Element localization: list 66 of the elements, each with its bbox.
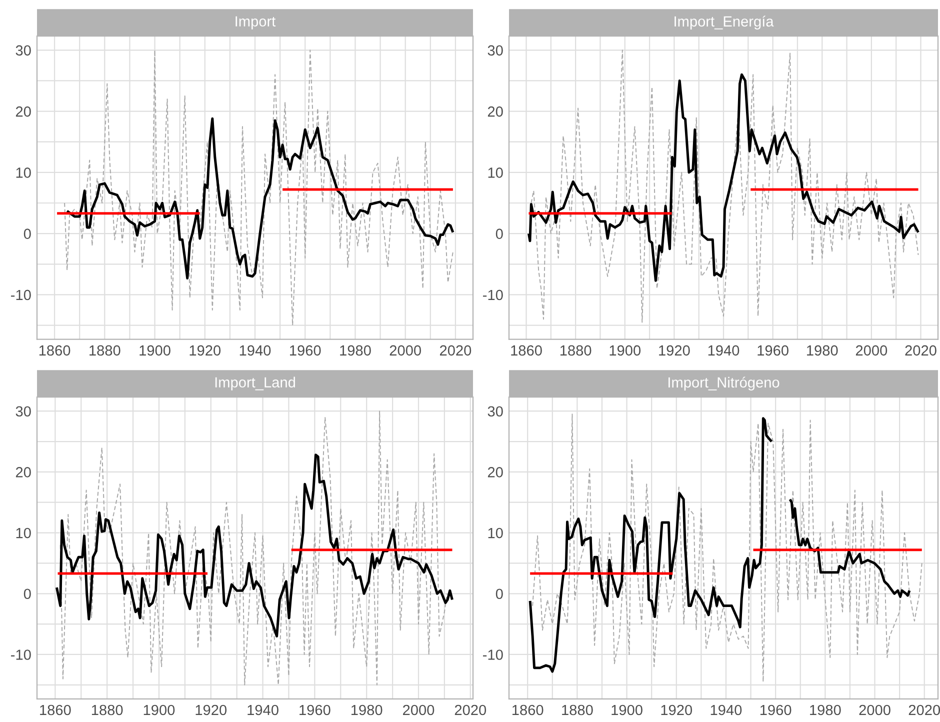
x-tick-label: 1880 — [90, 345, 120, 356]
x-tick-label: 1980 — [807, 345, 838, 356]
x-tick-label: 1940 — [710, 704, 742, 716]
x-tick-label: 1960 — [760, 704, 792, 716]
y-tick-label: 20 — [488, 106, 503, 117]
x-tick-label: 1920 — [659, 345, 690, 356]
y-tick-label: 30 — [16, 406, 31, 417]
y-tick-label: -10 — [483, 650, 503, 660]
y-tick-label: 30 — [488, 406, 503, 417]
x-tick-label: 1980 — [340, 345, 371, 356]
x-tick-label: 1880 — [562, 704, 593, 716]
y-tick-label: 20 — [488, 467, 503, 478]
x-tick-label: 1900 — [140, 345, 170, 356]
x-tick-label: 1980 — [351, 704, 382, 716]
y-tick-label: 0 — [496, 588, 503, 600]
y-tick-label: 20 — [16, 106, 31, 117]
y-tick-label: -10 — [483, 290, 503, 300]
x-tick-label: 1940 — [708, 345, 740, 356]
x-tick-label: 1980 — [810, 704, 841, 716]
x-tick-label: 1880 — [92, 704, 123, 716]
y-tick-label: 0 — [24, 228, 31, 239]
y-tick-label: 10 — [488, 528, 503, 538]
y-tick-label: 10 — [488, 168, 503, 178]
x-tick-label: 1920 — [661, 704, 692, 716]
x-tick-label: 2020 — [454, 704, 486, 716]
y-tick-label: 10 — [16, 168, 31, 178]
x-tick-label: 1860 — [40, 704, 71, 716]
x-tick-label: 1900 — [144, 704, 175, 716]
line-series — [60, 410, 448, 686]
line-series — [64, 50, 454, 326]
y-tick-label: 30 — [488, 45, 503, 56]
line-series — [55, 454, 454, 638]
line-series — [66, 117, 454, 280]
y-tick-label: 10 — [16, 528, 31, 538]
x-tick-label: 1960 — [300, 704, 330, 716]
x-tick-label: 1880 — [560, 345, 592, 356]
x-tick-label: 2000 — [390, 345, 421, 356]
x-tick-label: 1960 — [290, 345, 321, 356]
y-tick-label: 0 — [24, 588, 31, 600]
x-tick-label: 1860 — [39, 345, 70, 356]
x-tick-label: 2020 — [440, 345, 472, 356]
x-tick-label: 1920 — [190, 345, 221, 356]
x-tick-label: 2000 — [403, 704, 434, 716]
y-tick-label: 0 — [496, 228, 503, 239]
chart-title: Import_Nitrógeno — [668, 376, 780, 390]
y-tick-label: 30 — [16, 45, 31, 56]
x-tick-label: 1920 — [196, 704, 227, 716]
x-tick-label: 2000 — [856, 345, 888, 356]
chart-title: Import — [236, 16, 276, 30]
line-series — [530, 50, 919, 323]
y-tick-label: -10 — [11, 650, 31, 660]
x-tick-label: 1940 — [240, 345, 271, 356]
chart-title: Import_Energía — [674, 16, 774, 30]
x-tick-label: 2020 — [905, 345, 936, 356]
y-tick-label: -10 — [11, 290, 31, 300]
y-tick-label: 20 — [16, 467, 31, 478]
x-tick-label: 1960 — [758, 345, 788, 356]
x-tick-label: 1900 — [612, 704, 642, 716]
x-tick-label: 1940 — [248, 704, 278, 716]
x-tick-label: 1860 — [511, 345, 542, 356]
x-tick-label: 1860 — [512, 704, 544, 716]
x-tick-label: 2020 — [908, 704, 940, 716]
line-series — [527, 73, 920, 282]
x-tick-label: 2000 — [859, 704, 890, 716]
x-tick-label: 1900 — [610, 345, 641, 356]
chart-title: Import_Land — [215, 376, 296, 390]
